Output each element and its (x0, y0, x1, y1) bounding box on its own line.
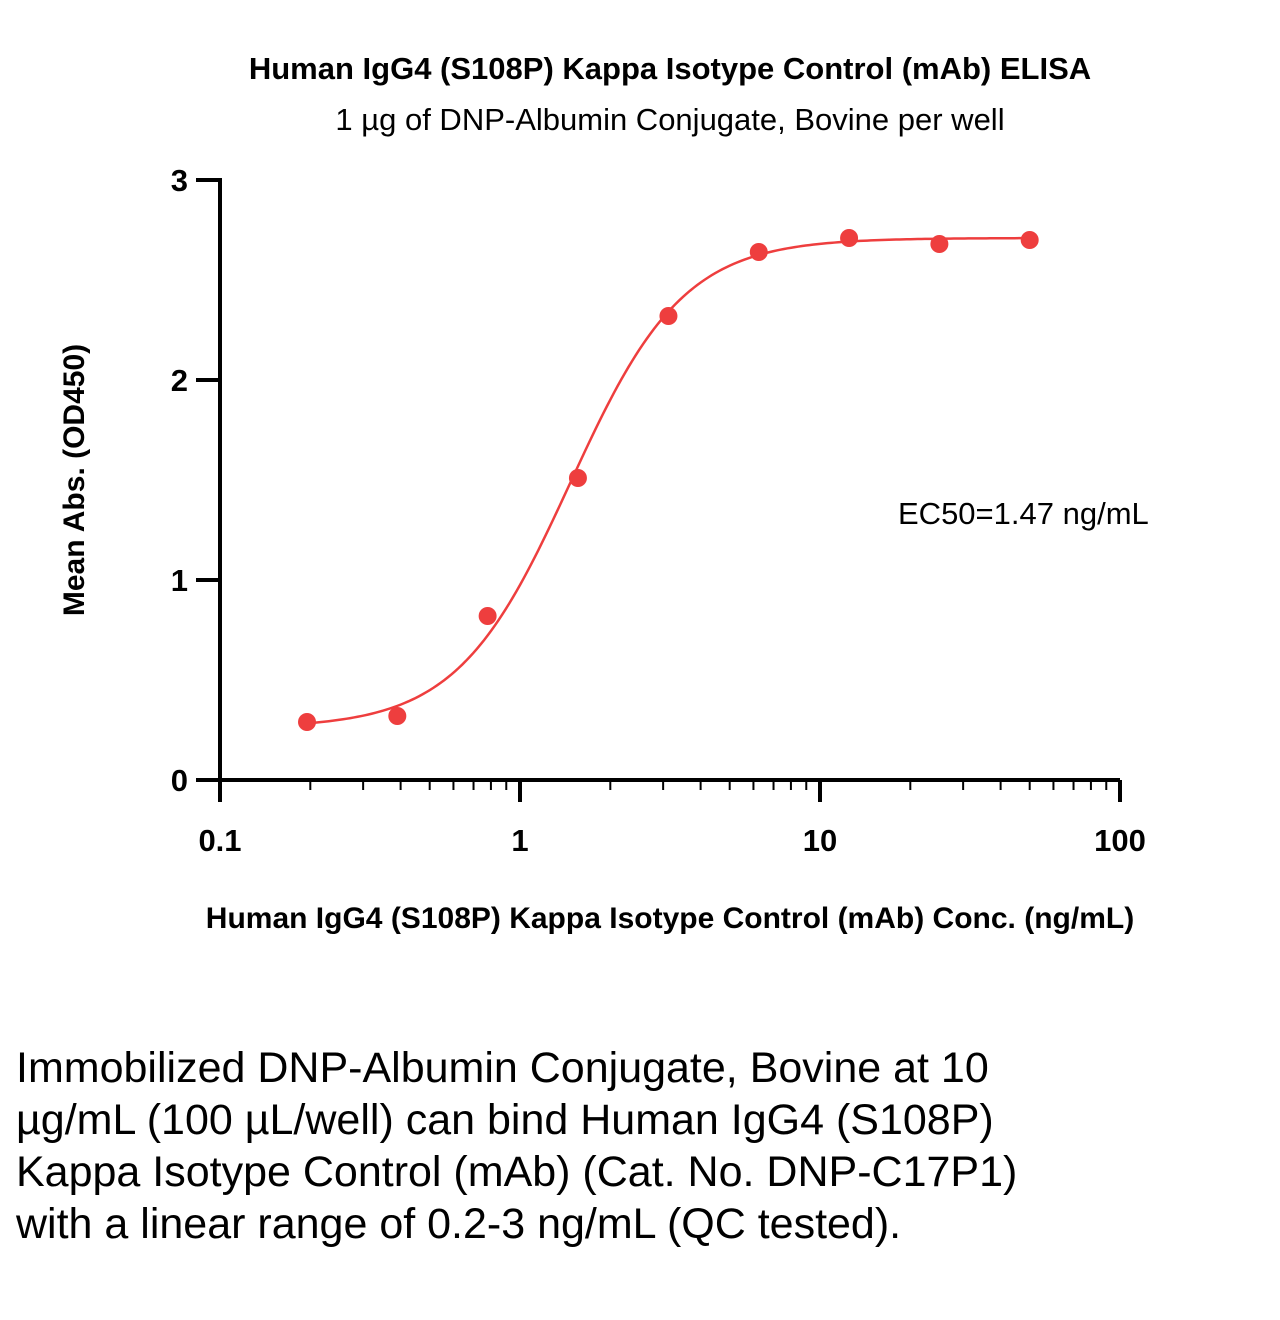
x-tick-label: 10 (803, 823, 837, 858)
data-point (478, 607, 497, 625)
x-tick-label: 0.1 (198, 823, 241, 858)
data-points (298, 229, 1039, 731)
axes (218, 178, 1120, 782)
data-point (298, 713, 317, 731)
ec50-annotation: EC50=1.47 ng/mL (898, 496, 1149, 531)
data-point (749, 243, 768, 261)
y-ticks: 0 1 2 3 (171, 163, 220, 798)
figure-caption: Immobilized DNP-Albumin Conjugate, Bovin… (16, 1044, 1018, 1248)
y-tick-label: 3 (171, 163, 188, 198)
x-ticks: 0.1 1 10 100 (198, 780, 1146, 858)
chart-subtitle: 1 µg of DNP-Albumin Conjugate, Bovine pe… (335, 102, 1004, 137)
data-point (568, 469, 587, 487)
y-tick-label: 1 (171, 563, 188, 598)
data-point (930, 235, 949, 253)
elisa-chart: Human IgG4 (S108P) Kappa Isotype Control… (58, 51, 1149, 935)
y-tick-label: 2 (171, 363, 188, 398)
y-axis-label: Mean Abs. (OD450) (58, 344, 91, 616)
x-axis-label: Human IgG4 (S108P) Kappa Isotype Control… (206, 902, 1134, 935)
chart-title: Human IgG4 (S108P) Kappa Isotype Control… (249, 51, 1091, 86)
data-point (659, 307, 678, 325)
y-tick-label: 0 (171, 763, 188, 798)
data-point (840, 229, 859, 247)
x-tick-label: 100 (1094, 823, 1146, 858)
data-point (1020, 231, 1039, 249)
x-tick-label: 1 (511, 823, 528, 858)
data-point (388, 707, 407, 725)
